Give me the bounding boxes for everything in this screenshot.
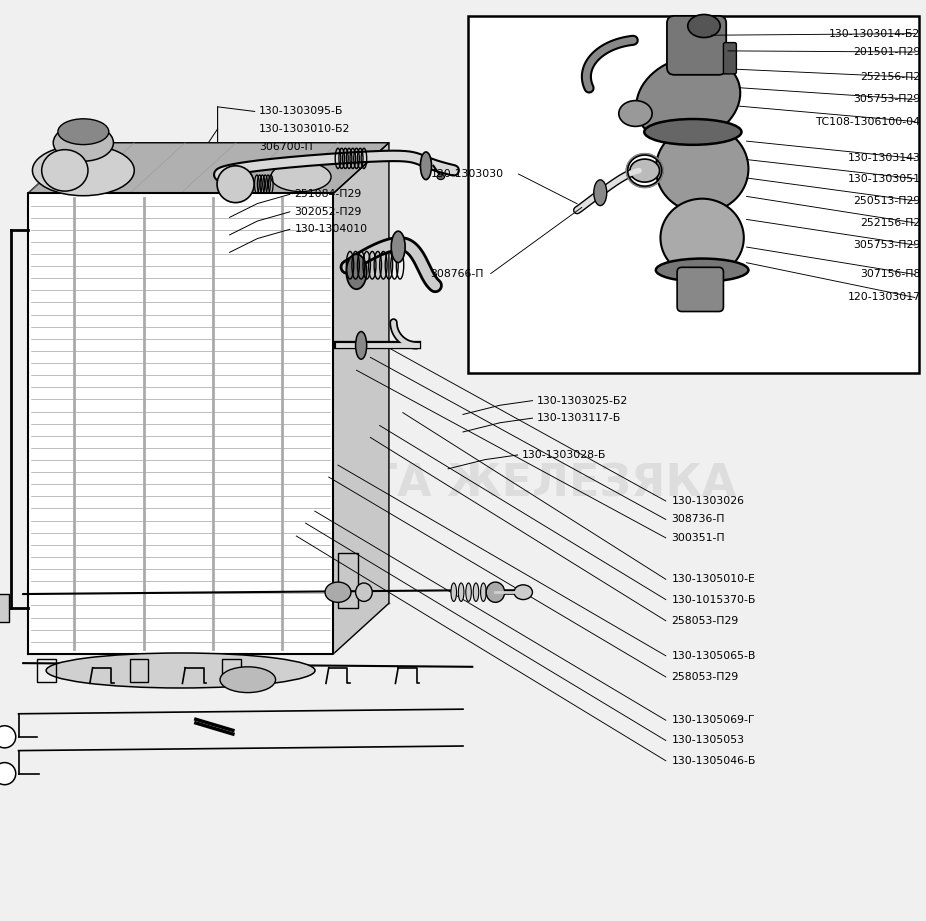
Text: 130-1305065-В: 130-1305065-В [671, 651, 756, 660]
FancyBboxPatch shape [338, 553, 358, 608]
Ellipse shape [656, 125, 748, 213]
Ellipse shape [32, 145, 134, 196]
Ellipse shape [57, 119, 109, 145]
Ellipse shape [466, 583, 471, 601]
Polygon shape [28, 143, 389, 193]
Ellipse shape [54, 124, 114, 161]
Ellipse shape [636, 57, 740, 143]
Text: 130-1303028-Б: 130-1303028-Б [522, 450, 607, 460]
Ellipse shape [356, 583, 372, 601]
Text: 308766-П: 308766-П [431, 269, 484, 278]
Bar [468, 16, 919, 373]
Ellipse shape [46, 653, 315, 688]
Ellipse shape [630, 159, 659, 182]
Text: 201501-П29: 201501-П29 [853, 47, 920, 57]
Text: 130-1303117-Б: 130-1303117-Б [537, 414, 621, 423]
Text: 130-1304010: 130-1304010 [294, 225, 368, 234]
Ellipse shape [688, 15, 720, 38]
Ellipse shape [346, 254, 367, 289]
Text: 130-1305046-Б: 130-1305046-Б [671, 756, 756, 765]
Text: 251084-П29: 251084-П29 [294, 190, 362, 199]
Ellipse shape [437, 174, 444, 180]
Text: 130-1303010-Б2: 130-1303010-Б2 [259, 124, 351, 134]
Text: 305753-П29: 305753-П29 [853, 240, 920, 250]
Text: 300351-П: 300351-П [671, 533, 725, 542]
Text: 130-1305069-Г: 130-1305069-Г [671, 716, 755, 725]
Polygon shape [333, 143, 389, 654]
Polygon shape [28, 193, 333, 654]
Text: ПЛАНЕТА ЖЕЛЕЗЯКА: ПЛАНЕТА ЖЕЛЕЗЯКА [190, 462, 736, 505]
Text: 307156-П8: 307156-П8 [860, 270, 920, 279]
FancyBboxPatch shape [723, 42, 736, 74]
Text: 306700-П: 306700-П [259, 143, 313, 152]
Text: ТС108-1306100-04: ТС108-1306100-04 [816, 117, 920, 126]
FancyBboxPatch shape [667, 16, 726, 75]
Circle shape [0, 726, 16, 748]
Ellipse shape [458, 583, 464, 601]
Text: 252156-П2: 252156-П2 [860, 73, 920, 82]
Text: 305753-П29: 305753-П29 [853, 95, 920, 104]
Ellipse shape [420, 152, 432, 180]
Text: 252156-П2: 252156-П2 [860, 218, 920, 227]
Ellipse shape [619, 100, 652, 126]
Text: 130-1305010-Е: 130-1305010-Е [671, 575, 756, 584]
Text: 130-1303143: 130-1303143 [847, 154, 920, 163]
Ellipse shape [486, 582, 505, 602]
Ellipse shape [656, 259, 748, 282]
Text: 130-1015370-Б: 130-1015370-Б [671, 595, 756, 604]
Text: 250513-П29: 250513-П29 [853, 196, 920, 205]
Ellipse shape [473, 583, 479, 601]
Ellipse shape [514, 585, 532, 600]
Text: 258053-П29: 258053-П29 [671, 616, 739, 625]
Ellipse shape [42, 149, 88, 191]
FancyBboxPatch shape [677, 267, 723, 311]
Circle shape [217, 166, 254, 203]
Ellipse shape [451, 583, 457, 601]
FancyBboxPatch shape [0, 594, 9, 622]
Ellipse shape [660, 199, 744, 277]
Ellipse shape [325, 582, 351, 602]
Text: 130-1303026: 130-1303026 [671, 496, 745, 506]
Text: 130-1303014-Б2: 130-1303014-Б2 [829, 29, 920, 39]
Ellipse shape [392, 231, 406, 262]
Ellipse shape [356, 332, 367, 359]
Text: 130-1303030: 130-1303030 [431, 169, 504, 179]
Text: 130-1303051: 130-1303051 [847, 174, 920, 183]
Text: 302052-П29: 302052-П29 [294, 207, 362, 216]
Text: 130-1303025-Б2: 130-1303025-Б2 [537, 396, 629, 405]
Ellipse shape [644, 119, 742, 145]
Text: 120-1303017: 120-1303017 [847, 293, 920, 302]
Text: 130-1303095-Б: 130-1303095-Б [259, 107, 344, 116]
Text: 258053-П29: 258053-П29 [671, 672, 739, 682]
Text: 130-1305053: 130-1305053 [671, 736, 745, 745]
Ellipse shape [220, 667, 276, 693]
Text: 308736-П: 308736-П [671, 515, 725, 524]
Ellipse shape [270, 162, 332, 192]
Ellipse shape [481, 583, 486, 601]
Circle shape [0, 763, 16, 785]
Ellipse shape [594, 180, 607, 205]
